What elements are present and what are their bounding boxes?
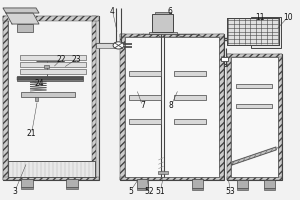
Bar	[129, 95, 160, 100]
Bar	[8, 161, 94, 177]
Text: 5: 5	[128, 186, 133, 195]
Bar	[20, 55, 85, 60]
Bar	[148, 32, 177, 34]
Bar	[115, 42, 122, 48]
Bar	[237, 180, 247, 188]
Bar	[3, 16, 99, 21]
Bar	[129, 71, 160, 76]
Bar	[120, 34, 224, 37]
Bar	[3, 16, 8, 180]
Polygon shape	[3, 8, 39, 13]
Bar	[158, 171, 168, 174]
Bar	[66, 179, 78, 187]
Text: 4: 4	[110, 6, 115, 16]
Bar	[124, 37, 219, 177]
Text: 8: 8	[169, 102, 173, 110]
Bar	[219, 34, 224, 180]
Text: 21: 21	[27, 130, 36, 139]
Bar	[16, 76, 83, 81]
Bar	[264, 180, 274, 188]
Text: 3: 3	[13, 186, 17, 195]
Bar	[16, 24, 33, 32]
Bar	[3, 16, 99, 180]
Bar	[250, 17, 280, 48]
Text: 7: 7	[140, 102, 145, 110]
Bar	[226, 54, 282, 57]
Bar	[120, 177, 224, 180]
Bar	[192, 188, 203, 190]
Text: 11: 11	[255, 12, 264, 21]
Bar	[136, 188, 148, 190]
Text: 51: 51	[156, 186, 165, 195]
Bar	[21, 92, 75, 97]
Bar	[226, 177, 282, 180]
Circle shape	[113, 42, 124, 49]
Bar	[174, 71, 206, 76]
Text: 10: 10	[283, 12, 293, 21]
Bar	[278, 54, 282, 180]
Bar	[226, 54, 231, 180]
Bar	[236, 104, 272, 108]
Bar	[236, 84, 272, 88]
Bar	[136, 179, 148, 188]
Text: 22: 22	[57, 54, 66, 64]
Bar	[174, 119, 206, 124]
Bar	[237, 188, 247, 190]
Bar	[96, 43, 114, 48]
Bar	[221, 57, 228, 61]
Bar	[21, 187, 33, 189]
Bar	[120, 34, 224, 180]
Bar	[231, 57, 278, 177]
Bar	[226, 18, 279, 45]
Bar	[154, 12, 171, 14]
Bar	[226, 54, 282, 180]
Bar	[8, 161, 94, 177]
Bar	[226, 18, 279, 45]
Bar	[92, 16, 96, 180]
Bar	[3, 177, 99, 180]
Bar	[8, 18, 94, 177]
Polygon shape	[232, 147, 276, 165]
Bar	[20, 62, 85, 67]
Text: 6: 6	[167, 7, 172, 17]
Bar	[16, 77, 83, 80]
Bar	[66, 187, 78, 189]
Bar	[192, 179, 203, 188]
Bar	[44, 65, 49, 68]
Text: 23: 23	[72, 54, 81, 64]
Text: 53: 53	[226, 186, 235, 195]
Bar	[21, 179, 33, 187]
Bar	[264, 188, 274, 190]
Bar	[152, 14, 173, 32]
Bar	[129, 119, 160, 124]
Bar	[20, 69, 85, 74]
Bar	[174, 95, 206, 100]
Text: 52: 52	[144, 186, 154, 195]
Polygon shape	[6, 13, 39, 24]
Text: 24: 24	[34, 79, 44, 88]
Bar	[120, 34, 124, 180]
Bar	[34, 97, 38, 101]
